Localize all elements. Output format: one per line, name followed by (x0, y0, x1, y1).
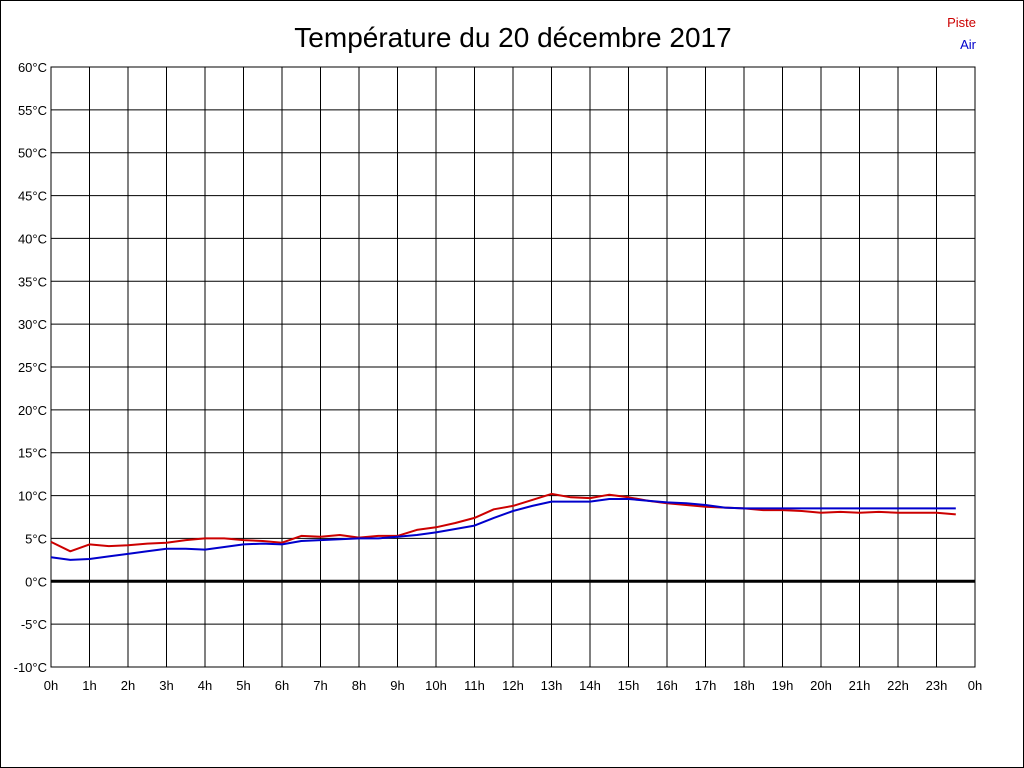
y-tick-label: 40°C (18, 231, 47, 246)
y-tick-label: -10°C (14, 660, 47, 675)
y-tick-label: 15°C (18, 446, 47, 461)
x-tick-label: 0h (44, 678, 58, 693)
legend-entry-air: Air (960, 37, 977, 52)
y-tick-label: 0°C (25, 574, 47, 589)
legend: Piste Air (947, 15, 977, 52)
y-tick-label: 35°C (18, 274, 47, 289)
grid (50, 66, 976, 668)
x-tick-label: 2h (121, 678, 135, 693)
x-tick-label: 13h (541, 678, 563, 693)
x-tick-label: 12h (502, 678, 524, 693)
chart-title: Température du 20 décembre 2017 (294, 22, 731, 53)
x-tick-label: 8h (352, 678, 366, 693)
series-layer (50, 492, 956, 561)
y-axis-ticks: 60°C 55°C 50°C 45°C 40°C 35°C 30°C 25°C 20°C 15°C… (14, 60, 47, 675)
y-tick-label: 45°C (18, 189, 47, 204)
y-tick-label: 20°C (18, 403, 47, 418)
x-tick-label: 16h (656, 678, 678, 693)
x-tick-label: 22h (887, 678, 909, 693)
x-tick-label: 0h (968, 678, 982, 693)
x-tick-label: 14h (579, 678, 601, 693)
x-tick-label: 21h (849, 678, 871, 693)
x-tick-label: 20h (810, 678, 832, 693)
y-tick-label: 55°C (18, 103, 47, 118)
x-tick-label: 17h (695, 678, 717, 693)
x-tick-label: 7h (313, 678, 327, 693)
y-tick-label: 5°C (25, 531, 47, 546)
x-tick-label: 5h (236, 678, 250, 693)
x-tick-label: 11h (464, 678, 485, 693)
x-tick-label: 3h (159, 678, 173, 693)
x-tick-label: 9h (390, 678, 404, 693)
y-tick-label: 25°C (18, 360, 47, 375)
y-tick-label: 30°C (18, 317, 47, 332)
x-axis-ticks: 0h 1h 2h 3h 4h 5h 6h 7h 8h 9h 10h 11h 12h 13h 14h 15h 16… (44, 678, 982, 693)
x-tick-label: 23h (926, 678, 948, 693)
x-tick-label: 10h (425, 678, 447, 693)
x-tick-label: 1h (82, 678, 96, 693)
x-tick-label: 19h (772, 678, 794, 693)
y-tick-label: 50°C (18, 146, 47, 161)
y-tick-label: 10°C (18, 489, 47, 504)
y-tick-label: -5°C (21, 617, 47, 632)
x-tick-label: 18h (733, 678, 755, 693)
x-tick-label: 6h (275, 678, 289, 693)
x-tick-label: 15h (618, 678, 640, 693)
y-tick-label: 60°C (18, 60, 47, 75)
series-line-piste (50, 492, 956, 553)
x-tick-label: 4h (198, 678, 212, 693)
series-line-air (50, 498, 956, 561)
legend-entry-piste: Piste (947, 15, 976, 30)
